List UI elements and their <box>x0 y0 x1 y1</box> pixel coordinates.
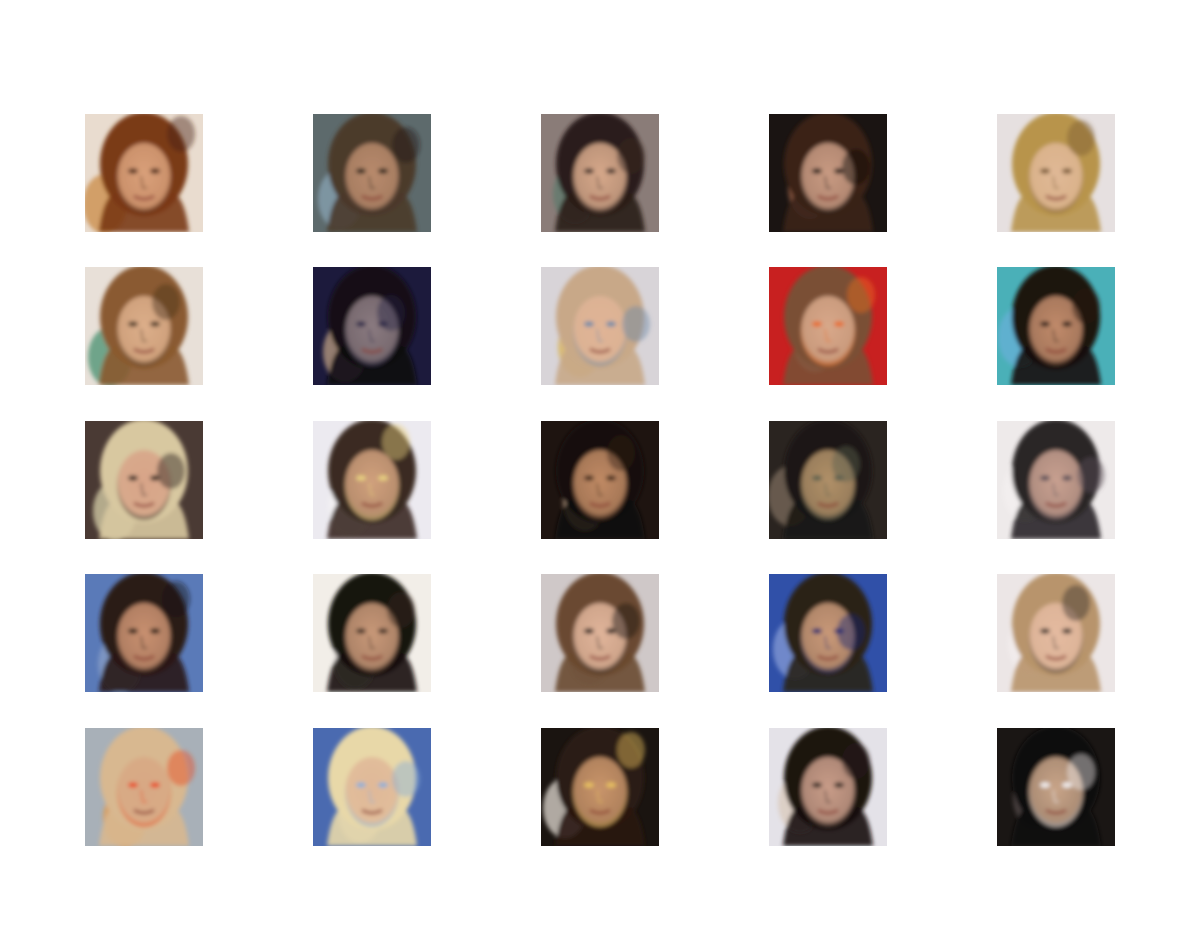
face-thumbnail <box>313 114 431 232</box>
face-thumbnail <box>541 574 659 692</box>
face-thumbnail <box>769 421 887 539</box>
face-thumbnail <box>769 267 887 385</box>
face-thumbnail <box>313 728 431 846</box>
face-thumbnail <box>997 574 1115 692</box>
face-thumbnail <box>85 728 203 846</box>
face-thumbnail <box>769 728 887 846</box>
face-thumbnail <box>997 421 1115 539</box>
face-thumbnail <box>997 728 1115 846</box>
face-thumbnail <box>313 421 431 539</box>
face-thumbnail <box>541 728 659 846</box>
face-thumbnail <box>769 114 887 232</box>
face-thumbnail <box>997 267 1115 385</box>
face-thumbnail <box>313 267 431 385</box>
face-thumbnail <box>85 114 203 232</box>
face-thumbnail <box>85 267 203 385</box>
face-thumbnail <box>541 267 659 385</box>
face-thumbnail <box>997 114 1115 232</box>
face-thumbnail <box>769 574 887 692</box>
face-thumbnail <box>541 421 659 539</box>
face-thumbnail <box>85 421 203 539</box>
face-thumbnail <box>313 574 431 692</box>
face-thumbnail <box>541 114 659 232</box>
face-thumbnail <box>85 574 203 692</box>
